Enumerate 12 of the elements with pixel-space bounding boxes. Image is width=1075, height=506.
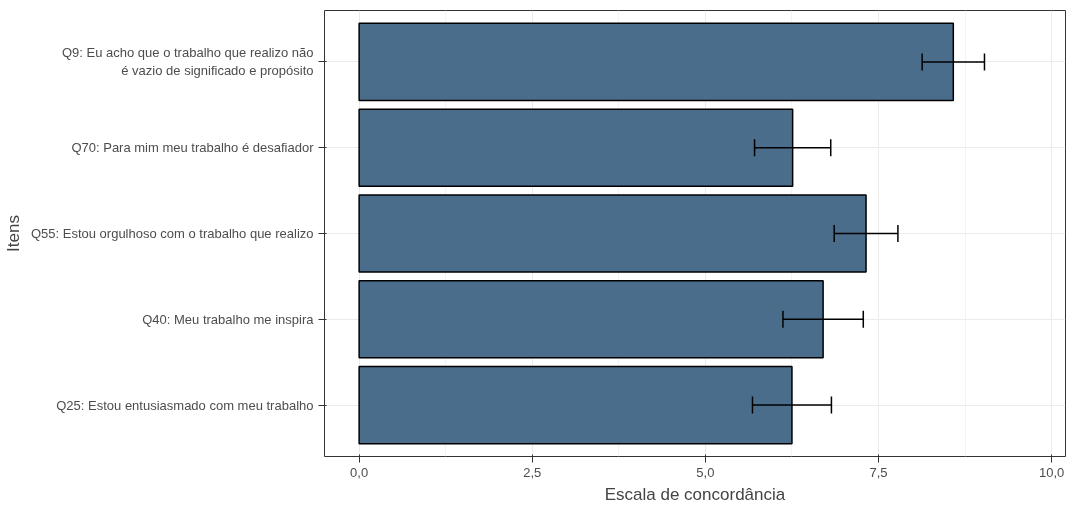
y-tick-label: Q70: Para mim meu trabalho é desafiador [71, 140, 315, 156]
y-tick-label: Q25: Estou entusiasmado com meu trabalho [56, 397, 314, 413]
x-tick-label: 7,5 [869, 464, 888, 480]
y-tick-label: Q40: Meu trabalho me inspira [142, 311, 315, 327]
y-tick-label: Q9: Eu acho que o trabalho que realizo não é vazio de significado e propósito [61, 45, 314, 79]
x-axis-title: Escala de concordância [604, 484, 786, 504]
x-tick-label: 5,0 [696, 464, 715, 480]
y-axis-title: Itens [3, 215, 23, 252]
x-tick-label: 10,0 [1039, 464, 1065, 480]
y-tick-label: Q55: Estou orgulhoso com o trabalho que realizo [30, 226, 314, 241]
x-tick-label: 0,0 [350, 464, 369, 480]
x-tick-label: 2,5 [523, 464, 542, 480]
